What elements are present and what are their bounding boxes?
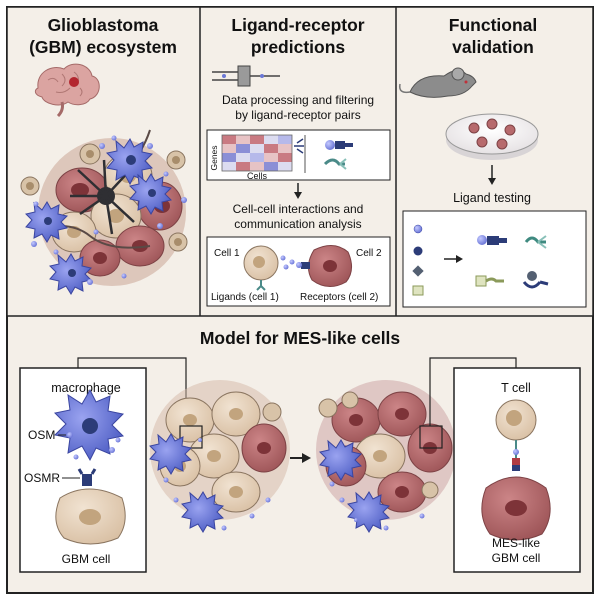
osm-dots [67,432,121,460]
model-title: Model for MES-like cells [200,328,401,348]
ligands-label: Ligands (cell 1) [211,292,279,303]
transition-arrowhead [302,453,311,463]
ligand-dots [31,135,187,285]
astrocyte-icon [70,159,135,235]
t-cell-label: T cell [501,381,531,395]
heatmap-col-label: Cells [247,171,268,181]
macrophage-icon [149,433,224,533]
step1-line2: by ligand-receptor pairs [235,108,360,122]
heatmap-grid [221,134,293,172]
receptors-label: Receptors (cell 2) [300,292,378,303]
panel-model: Model for MES-like cells macrophage OSM … [19,328,581,573]
osmr-receptor-icon [77,468,97,486]
test-ligands [412,224,424,296]
ligand-dots-right [329,481,425,531]
macrophage-icon [105,138,154,186]
validation-arrowhead [488,178,496,185]
t-cell-icon [495,399,537,458]
ecosystem-title-line1: Glioblastoma [48,15,159,35]
cell1-icon [243,245,279,291]
communication-box [206,236,391,307]
osmr-label: OSMR [24,471,60,485]
predictions-title-line2: predictions [251,37,346,57]
macrophage-icon [49,253,92,295]
macrophage-icon [25,201,68,243]
step2-line1: Cell-cell interactions and [233,202,364,216]
validation-title-line1: Functional [449,15,537,35]
cell2-label: Cell 2 [356,248,382,259]
cell2-icon [296,245,352,287]
brain-icon [34,63,100,118]
macrophage-icon [319,439,390,533]
zoom-box-right [419,425,443,449]
step1-line1: Data processing and filtering [222,93,374,107]
predictions-title-line1: Ligand-receptor [231,15,364,35]
osm-label: OSM [28,428,55,442]
microfluidics-icon [212,65,280,87]
validation-title-line2: validation [452,37,534,57]
mes-like-cell-icon [481,476,551,541]
macrophage-icon [53,388,125,462]
macrophage-icon [129,173,172,215]
receptor-binding-icons [475,235,549,289]
panel-predictions: Ligand-receptor predictions Data process… [206,15,391,307]
tumor-cluster-after [316,380,456,520]
ligand-dots-small [280,255,295,270]
ligand-testing-label: Ligand testing [453,191,531,205]
testing-arrowhead [456,255,463,263]
mes-label-line1: MES-like [492,536,540,550]
cell1-label: Cell 1 [214,248,240,259]
step2-line2: communication analysis [234,217,361,231]
t-cell-icon [20,143,188,252]
heatmap-row-label: Genes [209,145,219,170]
mouse-icon [398,67,477,98]
macrophage-label: macrophage [51,381,121,395]
ligand-testing-box [402,210,587,308]
right-callout-line [429,357,517,426]
mes-label-line2: GBM cell [492,551,541,565]
panel-ecosystem: Glioblastoma (GBM) ecosystem [20,15,188,295]
step-arrowhead [294,192,302,199]
gbm-cell-icon [55,488,126,545]
synapse-icon [512,449,520,471]
ecosystem-title-line2: (GBM) ecosystem [29,37,177,57]
ligand-receptor-pair-icon [294,135,353,173]
ligand-dots-left [163,438,271,531]
gbm-cell-label: GBM cell [62,552,111,566]
panel-validation: Functional validation Ligand testing [398,15,587,308]
petri-dish-icon [445,113,539,160]
